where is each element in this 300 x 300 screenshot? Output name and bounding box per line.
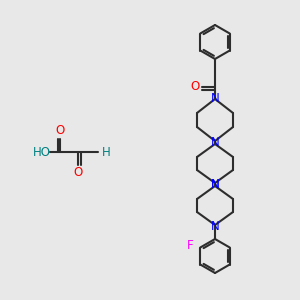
Text: O: O (56, 124, 64, 137)
Text: N: N (211, 220, 219, 232)
Text: O: O (190, 80, 200, 94)
Text: N: N (211, 136, 219, 149)
Text: HO: HO (33, 146, 51, 158)
Text: N: N (211, 92, 219, 104)
Text: F: F (187, 239, 194, 252)
Text: N: N (211, 178, 219, 190)
Text: H: H (102, 146, 110, 158)
Text: O: O (74, 167, 82, 179)
Text: N: N (211, 178, 219, 191)
